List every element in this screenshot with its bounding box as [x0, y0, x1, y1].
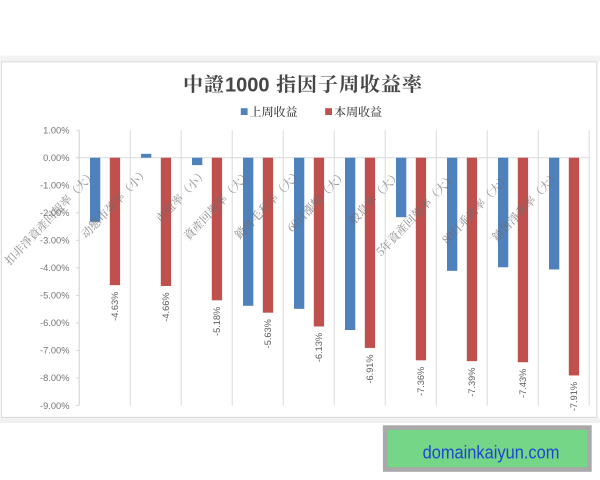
svg-text:-7.43%: -7.43% — [518, 369, 528, 398]
svg-text:-7.00%: -7.00% — [40, 346, 69, 356]
svg-text:1000: 1000 — [225, 74, 270, 96]
svg-text:-6.13%: -6.13% — [314, 333, 324, 362]
svg-text:-9.00%: -9.00% — [40, 401, 69, 411]
svg-text:0.00%: 0.00% — [43, 153, 69, 163]
svg-text:-8.00%: -8.00% — [40, 373, 69, 383]
svg-text:-4.00%: -4.00% — [40, 263, 69, 273]
svg-text:-7.39%: -7.39% — [467, 368, 477, 397]
svg-text:-2.00%: -2.00% — [40, 208, 69, 218]
svg-text:-4.63%: -4.63% — [110, 292, 120, 321]
svg-text:-1.00%: -1.00% — [40, 181, 69, 191]
svg-text:1.00%: 1.00% — [43, 126, 69, 136]
svg-text:-7.36%: -7.36% — [416, 367, 426, 396]
svg-text:-5.18%: -5.18% — [212, 307, 222, 336]
svg-text:-6.91%: -6.91% — [365, 354, 375, 383]
svg-text:-6.00%: -6.00% — [40, 318, 69, 328]
svg-text:-5.63%: -5.63% — [263, 319, 273, 348]
svg-text:-4.66%: -4.66% — [161, 293, 171, 322]
svg-text:-3.00%: -3.00% — [40, 236, 69, 246]
svg-text:-7.91%: -7.91% — [569, 382, 579, 411]
svg-text:domainkaiyun.com: domainkaiyun.com — [423, 443, 560, 463]
svg-text:-5.00%: -5.00% — [40, 291, 69, 301]
